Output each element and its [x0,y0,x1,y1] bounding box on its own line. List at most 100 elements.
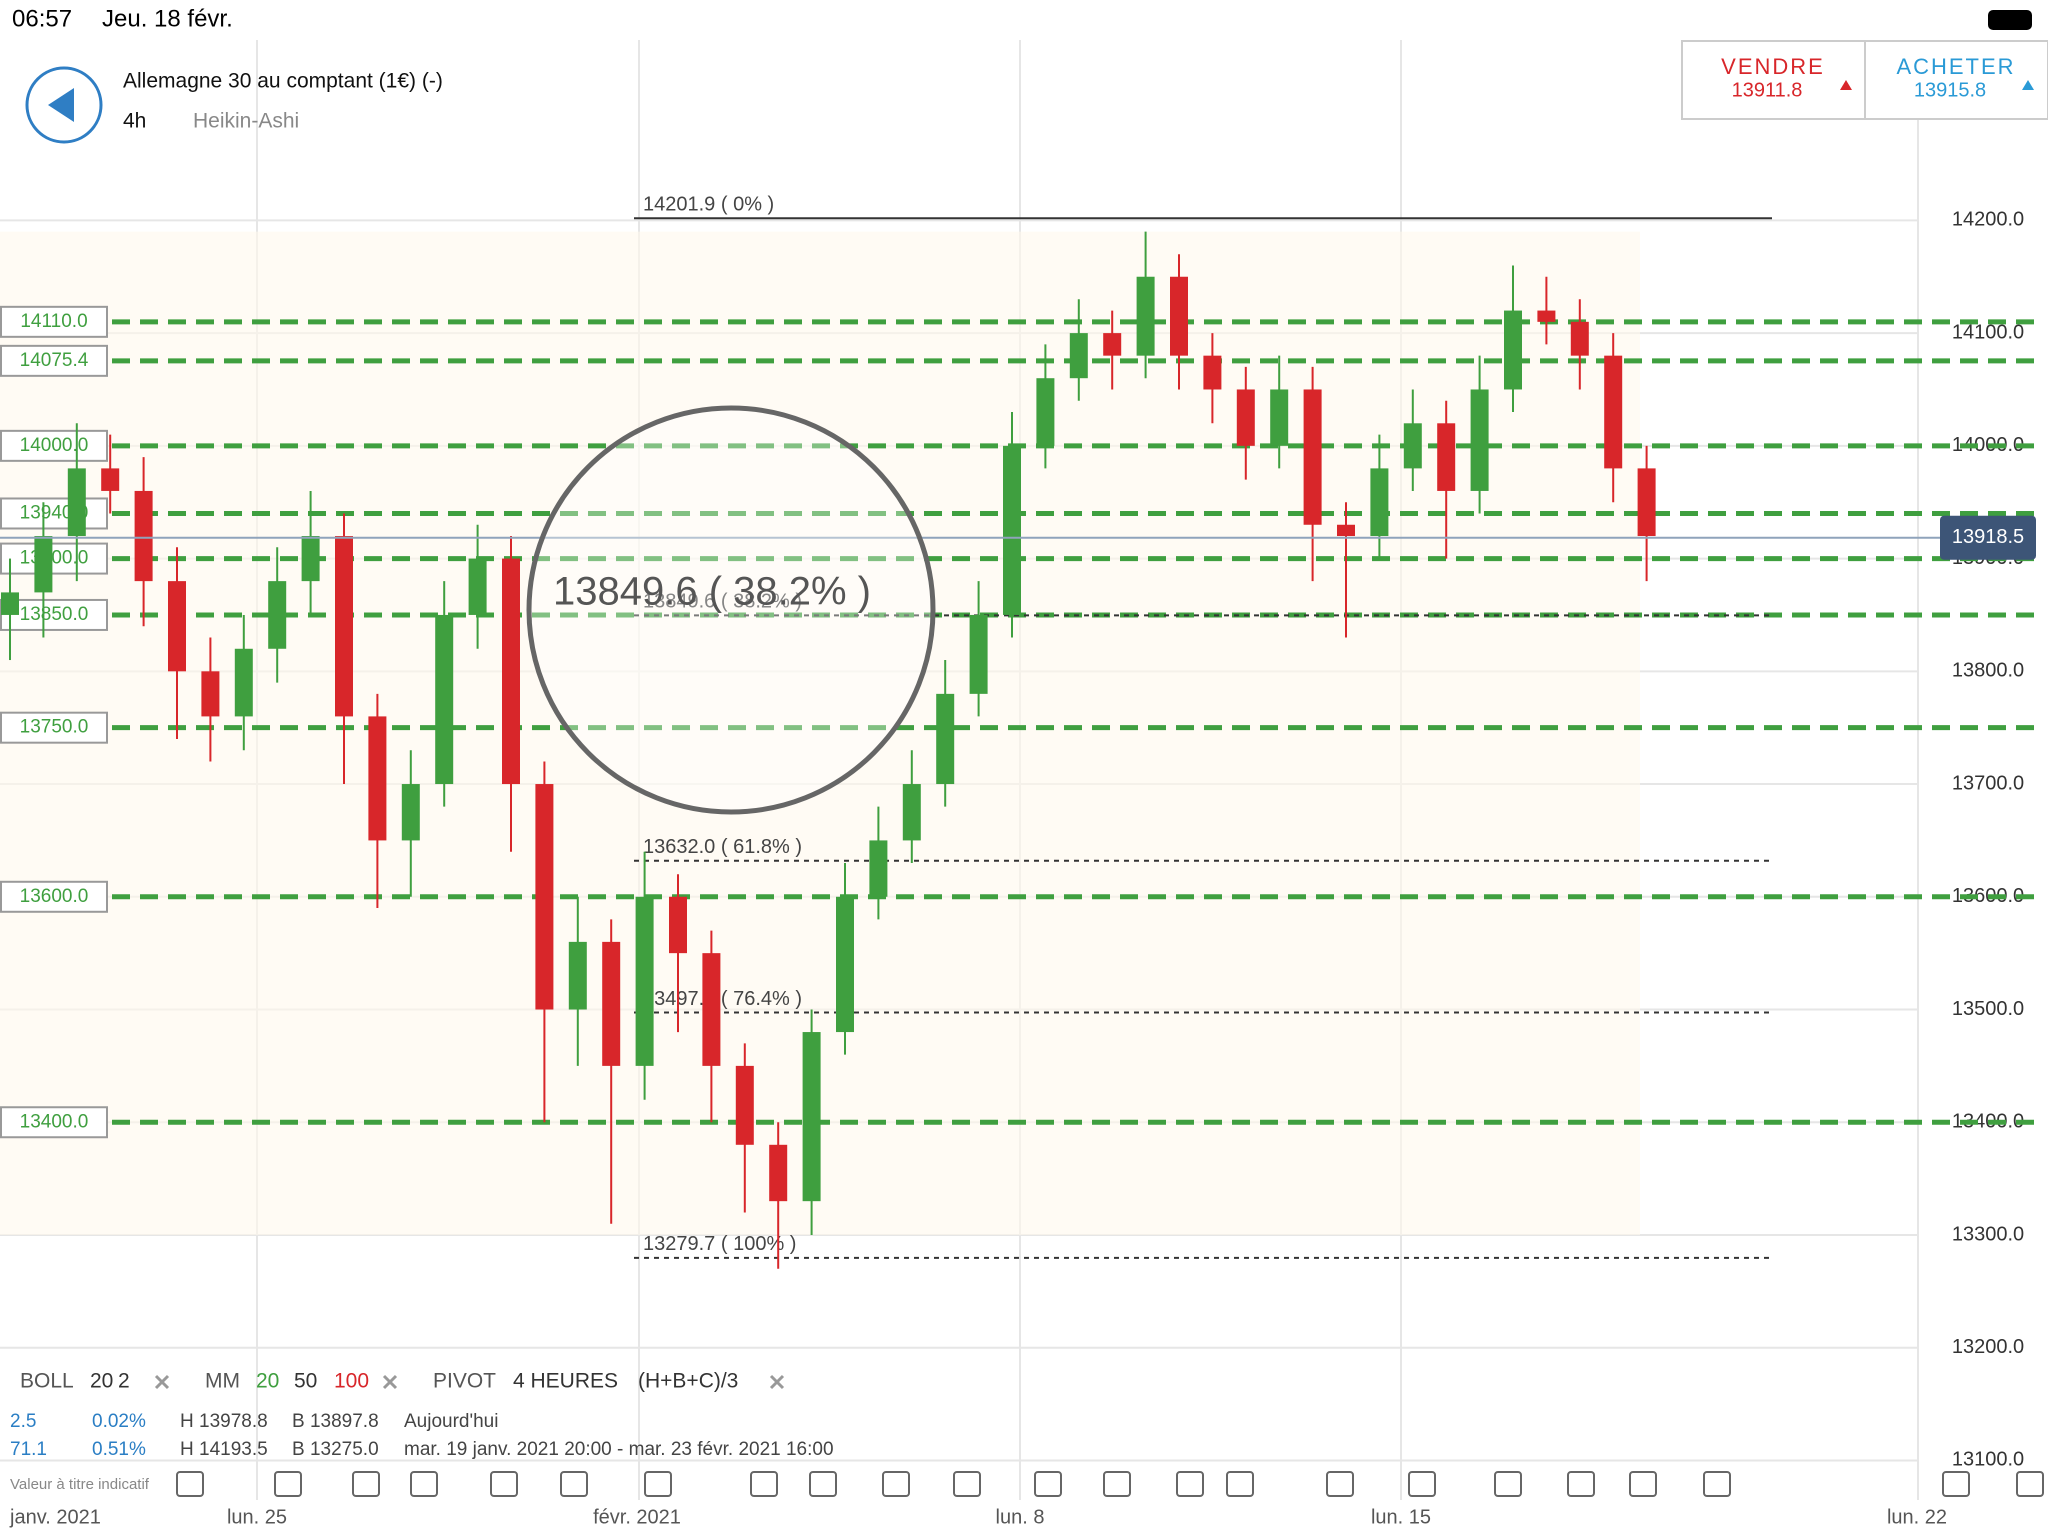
remove-indicator[interactable] [154,1374,170,1390]
x-tick-label: lun. 22 [1887,1506,1947,1528]
calendar-icon[interactable] [1494,1471,1522,1497]
level-label: 14110.0 [20,311,87,332]
buy-box[interactable] [1864,40,2048,120]
indicator-item: 100 [334,1370,369,1393]
candle-body [168,581,186,672]
calendar-icon[interactable] [644,1471,672,1497]
calendar-icon[interactable] [1226,1471,1254,1497]
candle-body [502,558,520,785]
calendar-icon[interactable] [1703,1471,1731,1497]
buy-button[interactable]: ACHETER 13915.8 [1864,40,2048,120]
calendar-icon[interactable] [352,1471,380,1497]
calendar-icon[interactable] [1103,1471,1131,1497]
calendar-icon[interactable] [490,1471,518,1497]
remove-indicator[interactable] [382,1374,398,1390]
level-label-box [0,542,108,575]
candle-body [234,648,253,717]
sell-arrow [1840,80,1852,90]
x-tick-label: janv. 2021 [9,1506,101,1528]
status-time: 06:57 [12,5,72,32]
note: Valeur à titre indicatif [10,1476,150,1493]
remove-indicator[interactable] [769,1374,785,1390]
indicator-item: 4 HEURES [513,1370,618,1393]
calendar-icon[interactable] [274,1471,302,1497]
sell-box[interactable] [1681,40,1866,120]
calendar-icon[interactable] [2016,1471,2044,1497]
chart-style[interactable]: Heikin-Ashi [193,110,299,133]
candle-body [1470,389,1489,491]
x-label-bg [578,1502,698,1534]
instrument: Allemagne 30 au comptant (1€) (-) [123,70,443,93]
timeframe[interactable]: 4h [123,110,146,133]
stat-value: 0.02% [92,1411,146,1432]
level-label: 13900.0 [20,548,89,569]
candle-body [1003,445,1021,615]
status-date: Jeu. 18 févr. [102,5,233,32]
candle-body [769,1144,788,1202]
last-price-tag [1940,515,2036,560]
x-label-bg [0,1502,116,1534]
stat-value: H 13978.8 [180,1411,268,1432]
sell-button[interactable]: VENDRE 13911.8 [1681,40,1866,120]
stat-value: H 14193.5 [180,1439,268,1460]
calendar-icon[interactable] [560,1471,588,1497]
x-tick-label: lun. 15 [1371,1506,1431,1528]
y-tick-label: 13200.0 [1952,1336,2024,1358]
sell-label: VENDRE [1721,54,1825,79]
calendar-icon[interactable] [953,1471,981,1497]
candle-body [836,896,854,1033]
calendar-icon[interactable] [410,1471,438,1497]
level-label: 13850.0 [20,604,89,625]
y-tick-label: 13300.0 [1952,1223,2024,1245]
level-label-box [0,344,108,377]
y-tick-label: 13100.0 [1952,1449,2024,1471]
calendar-icon[interactable] [1326,1471,1354,1497]
indicator-item: 2 [118,1370,130,1393]
stat-value: B 13275.0 [292,1439,379,1460]
calendar-icon[interactable] [1567,1471,1595,1497]
indicator-item: 20 [256,1370,279,1393]
calendar-icon[interactable] [1176,1471,1204,1497]
candle-body [1537,310,1556,322]
level-label-box [0,880,108,913]
candle-body [1036,378,1055,446]
magnifier [526,405,936,815]
candle-body [1136,276,1155,356]
candle-body [1236,389,1255,446]
calendar-icon[interactable] [1034,1471,1062,1497]
indicator-item: (H+B+C)/3 [638,1370,738,1393]
calendar-icon[interactable] [1942,1471,1970,1497]
calendar-icon[interactable] [750,1471,778,1497]
calendar-icon[interactable] [176,1471,204,1497]
buy-arrow [2022,80,2034,90]
candle-body [1170,276,1188,356]
fib-label: 13497.3 ( 76.4% ) [643,988,802,1010]
calendar-icon[interactable] [882,1471,910,1497]
calendar-icon[interactable] [1629,1471,1657,1497]
chart-area: 13100.0 13200.0 13300.0 13400.0 13500.0 13600… [0,40,2044,1534]
candle-body [602,941,621,1066]
candle-body [1270,389,1289,446]
level-label-box [0,305,108,338]
candle-body [1303,389,1322,525]
level-label: 13400.0 [20,1111,89,1132]
level-label: 14000.0 [20,435,89,456]
y-tick-label: 13500.0 [1952,998,2024,1020]
candle-body [468,558,487,615]
candle-body [1637,468,1656,537]
stat-value: 2.5 [10,1411,36,1432]
buy-price: 13915.8 [1914,79,1986,101]
level-label: 14075.4 [20,350,89,371]
calendar-icon[interactable] [1408,1471,1436,1497]
candle-body [1337,524,1355,537]
level-label-box [0,429,108,462]
candle-body [67,468,86,537]
calendar-icon[interactable] [809,1471,837,1497]
candle-body [1504,310,1522,390]
x-tick-label: lun. 25 [227,1506,287,1528]
level-label-box [0,1106,108,1139]
y-tick-label: 14200.0 [1952,209,2024,231]
fib-label: 14201.9 ( 0% ) [643,194,774,216]
stat-value: 0.51% [92,1439,146,1460]
candle-body [268,581,287,649]
